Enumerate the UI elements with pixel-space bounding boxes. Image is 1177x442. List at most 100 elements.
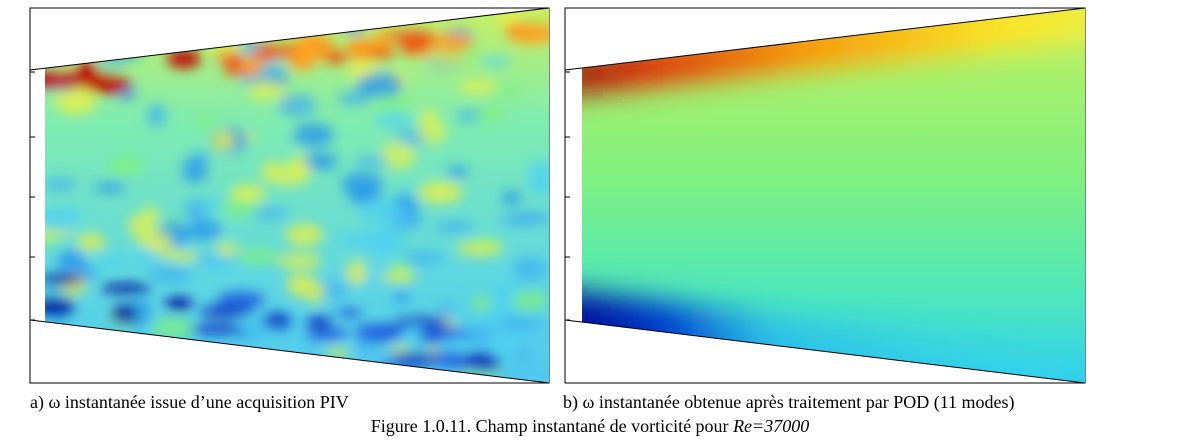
blob (230, 187, 250, 199)
blob (356, 72, 404, 99)
blob (325, 347, 352, 359)
blob (195, 113, 215, 130)
blob (189, 151, 212, 162)
blob (306, 315, 332, 329)
blob (479, 56, 512, 67)
blob (455, 109, 482, 123)
panel-caption: b) ω instantanée obtenue après traitemen… (563, 392, 1015, 413)
blob (212, 129, 235, 152)
blob (489, 83, 527, 97)
blob (237, 247, 279, 265)
blob (216, 52, 244, 63)
boundary (564, 7, 1086, 71)
blob (374, 111, 413, 128)
blob (446, 166, 470, 178)
blob (392, 352, 443, 366)
blob (456, 240, 504, 257)
blob (418, 181, 463, 204)
boundary (564, 319, 1086, 384)
blob (429, 32, 474, 52)
blob (380, 142, 416, 170)
blob (359, 198, 403, 225)
blob (293, 123, 334, 148)
panel-caption: a) ω instantanée issue d’une acquisition… (30, 392, 349, 413)
boundary (29, 319, 550, 384)
blob (45, 296, 75, 317)
blob (150, 317, 195, 340)
figure-caption: Figure 1.0.11. Champ instantané de vorti… (371, 416, 809, 436)
blob (501, 191, 522, 205)
blob (464, 351, 497, 370)
blob (277, 93, 317, 118)
blob (165, 296, 193, 312)
blob (420, 329, 471, 340)
blob (189, 323, 245, 335)
blob (252, 207, 290, 219)
blob (369, 96, 414, 111)
blob (261, 312, 291, 328)
blob (54, 86, 97, 115)
boundary (29, 7, 550, 71)
blob (401, 251, 445, 265)
blob (303, 152, 339, 171)
blob (219, 198, 260, 219)
blob (399, 36, 434, 56)
blob (216, 291, 265, 310)
panel-a: a) ω instantanée issue d’une acquisition… (29, 7, 550, 413)
blob (184, 198, 207, 222)
blob (182, 156, 208, 184)
caption-emphasis: Re=37000 (732, 416, 809, 436)
blob (241, 55, 263, 77)
blob (187, 219, 222, 241)
blob (88, 255, 134, 267)
blob (495, 316, 543, 332)
blob (168, 251, 200, 262)
blob (93, 182, 126, 193)
blob (394, 317, 451, 326)
blob (456, 324, 497, 345)
blob (166, 48, 202, 69)
blob (528, 177, 549, 197)
blob (385, 30, 437, 41)
blob (110, 304, 137, 324)
blob (267, 162, 308, 187)
blob (285, 223, 324, 247)
blob (336, 307, 362, 318)
blob (45, 178, 77, 191)
blob (508, 22, 549, 45)
blob (146, 103, 167, 128)
blob (417, 118, 447, 145)
blob (512, 256, 548, 282)
blob (135, 247, 159, 266)
blob (137, 231, 173, 250)
blob (289, 42, 331, 61)
blob (393, 290, 410, 303)
blob (86, 75, 132, 94)
blob (127, 213, 152, 240)
blob (368, 48, 396, 59)
blob (346, 259, 368, 286)
vorticity-field (45, 8, 549, 383)
blob (276, 252, 323, 270)
blob (375, 227, 397, 255)
blob (473, 310, 503, 327)
blob (147, 266, 193, 284)
blob (434, 220, 475, 234)
blob (381, 270, 417, 283)
blob (511, 290, 549, 311)
blob (254, 44, 282, 62)
blob (469, 294, 493, 315)
blob (458, 80, 498, 93)
blob (215, 241, 240, 257)
blob (75, 60, 97, 78)
blob (514, 348, 533, 360)
blob (303, 279, 326, 305)
blob (45, 207, 85, 219)
blob (247, 79, 284, 101)
blob (203, 254, 234, 274)
blob (336, 91, 372, 106)
caption-text: Figure 1.0.11. Champ instantané de vorti… (371, 416, 733, 436)
blob (45, 274, 84, 286)
blob (355, 325, 403, 343)
